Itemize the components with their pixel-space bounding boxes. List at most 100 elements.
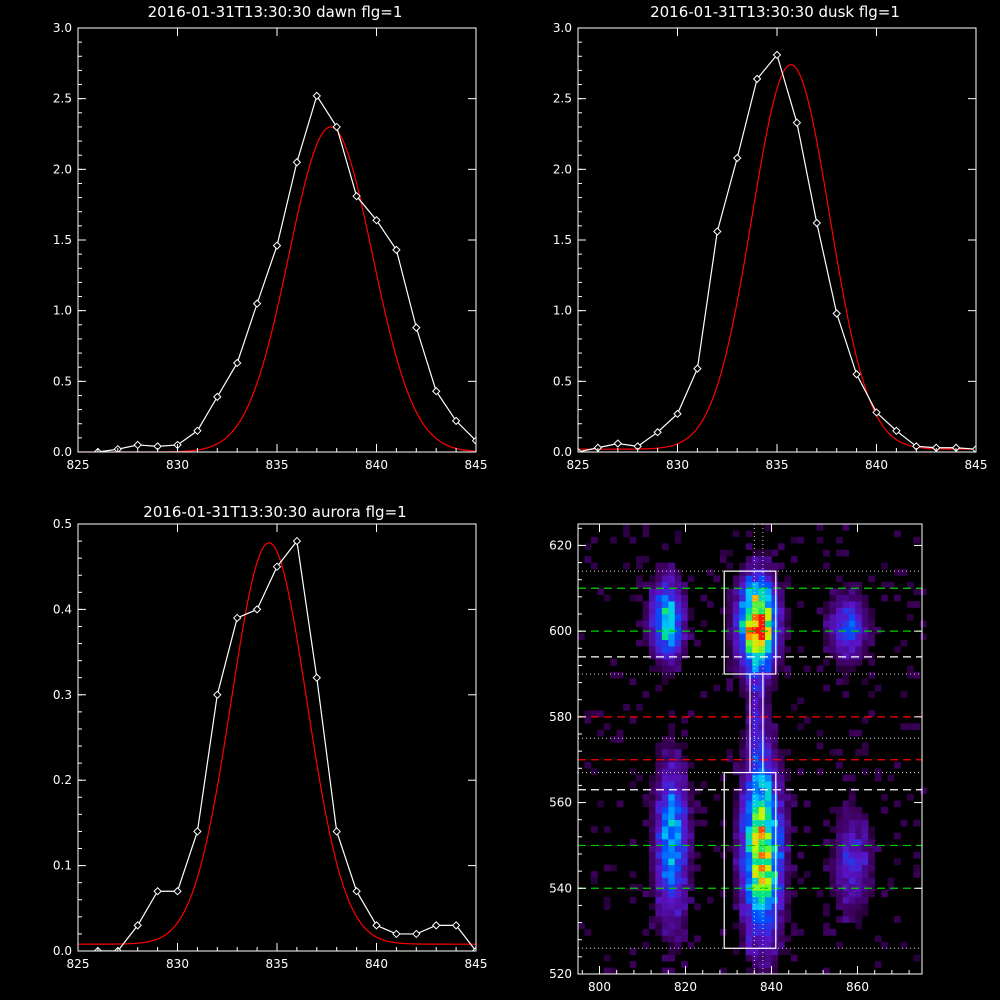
heatmap-cell xyxy=(655,588,663,596)
heatmap-cell xyxy=(687,614,695,621)
heatmap-cell xyxy=(836,813,843,821)
heatmap-cell xyxy=(732,826,740,833)
heatmap-cell xyxy=(655,884,663,891)
heatmap-cell xyxy=(836,549,843,557)
heatmap-cell xyxy=(752,749,759,756)
heatmap-cell xyxy=(752,961,759,968)
heatmap-cell xyxy=(655,755,663,763)
heatmap-cell xyxy=(648,652,656,660)
heatmap-cell xyxy=(848,896,856,904)
heatmap-cell xyxy=(848,916,856,923)
heatmap-cell xyxy=(668,588,676,596)
heatmap-cell xyxy=(674,800,682,808)
heatmap-cell xyxy=(668,665,676,673)
heatmap-cell xyxy=(745,826,753,833)
heatmap-cell xyxy=(919,633,927,641)
heatmap-cell xyxy=(732,639,740,647)
heatmap-cell xyxy=(739,839,746,846)
heatmap-cell xyxy=(752,626,759,634)
heatmap-cell xyxy=(765,800,772,808)
heatmap-cell xyxy=(816,536,824,544)
heatmap-cell xyxy=(765,575,772,583)
heatmap-cell xyxy=(739,652,746,660)
heatmap-cell xyxy=(906,723,914,731)
heatmap-cell xyxy=(739,736,746,743)
aurora-data-point xyxy=(332,827,341,836)
heatmap-cell xyxy=(655,626,663,634)
heatmap-cell xyxy=(797,768,805,776)
heatmap-cell xyxy=(732,948,740,956)
aurora-xtick-label: 835 xyxy=(266,957,289,971)
aurora-data-point xyxy=(392,929,401,939)
heatmap-cell xyxy=(777,562,785,570)
heatmap-cell xyxy=(861,839,869,846)
aurora-ytick-label: 0.3 xyxy=(53,688,72,702)
heatmap-cell xyxy=(874,961,882,968)
heatmap-cell xyxy=(758,774,766,782)
heatmap-cell xyxy=(848,826,856,833)
heatmap-cell xyxy=(848,909,856,917)
heatmap-cell xyxy=(765,620,772,628)
heatmap-cell xyxy=(655,832,663,840)
heatmap-cell xyxy=(642,620,650,628)
heatmap-cell xyxy=(687,575,695,583)
heatmap-cell xyxy=(758,678,766,686)
heatmap-cell xyxy=(642,929,650,936)
aurora-data-point xyxy=(193,827,202,836)
heatmap-cell xyxy=(726,607,734,615)
heatmap-cell xyxy=(765,864,772,872)
heatmap-cell xyxy=(745,594,753,602)
heatmap-cell xyxy=(674,896,682,904)
heatmap-cell xyxy=(739,607,746,615)
heatmap-cell xyxy=(836,903,843,911)
heatmap-cell xyxy=(765,967,772,975)
heatmap-cell xyxy=(771,633,779,641)
heatmap-cell xyxy=(861,607,869,615)
aurora-data-point xyxy=(272,562,282,571)
heatmap-cell xyxy=(784,768,792,776)
heatmap-cell xyxy=(855,601,863,608)
heatmap-cell xyxy=(674,851,682,859)
heatmap-cell xyxy=(848,607,856,615)
heatmap-cell xyxy=(771,755,779,763)
heatmap-cell xyxy=(687,794,695,801)
heatmap-cell xyxy=(829,826,837,833)
heatmap-cell xyxy=(771,858,779,866)
heatmap-cell xyxy=(674,787,682,795)
heatmap-cell xyxy=(623,562,630,570)
heatmap-cell xyxy=(668,819,676,827)
heatmap-cell xyxy=(855,646,863,653)
dawn-data-point xyxy=(392,245,401,255)
heatmap-cell xyxy=(668,671,676,679)
heatmap-cell xyxy=(661,562,669,570)
heatmap-cell xyxy=(842,896,850,904)
heatmap-cell xyxy=(700,806,708,814)
heatmap-cell xyxy=(765,948,772,956)
heatmap-cell xyxy=(836,536,843,544)
heatmap-cell xyxy=(726,562,734,570)
heatmap-cell xyxy=(784,575,792,583)
heatmap-cell xyxy=(661,620,669,628)
heatmap-cell xyxy=(752,684,759,692)
heatmap-cell xyxy=(784,826,792,833)
heatmap-cell xyxy=(661,884,669,891)
heatmap-cell xyxy=(648,633,656,641)
heatmap-cell xyxy=(765,909,772,917)
heatmap-cell xyxy=(739,562,746,570)
heatmap-cell xyxy=(836,851,843,859)
heatmap-cell xyxy=(836,839,843,846)
heatmap-cell xyxy=(848,813,856,821)
heatmap-cell xyxy=(668,569,676,576)
heatmap-cell xyxy=(732,813,740,821)
heatmap-cell xyxy=(674,890,682,898)
heatmap-cell xyxy=(848,864,856,872)
heatmap-cell xyxy=(861,858,869,866)
heatmap-cell xyxy=(836,858,843,866)
heatmap-cell xyxy=(745,671,753,679)
heatmap-cell xyxy=(765,787,772,795)
heatmap-cell xyxy=(900,569,908,576)
heatmap-cell xyxy=(784,839,792,846)
heatmap-cell xyxy=(739,819,746,827)
